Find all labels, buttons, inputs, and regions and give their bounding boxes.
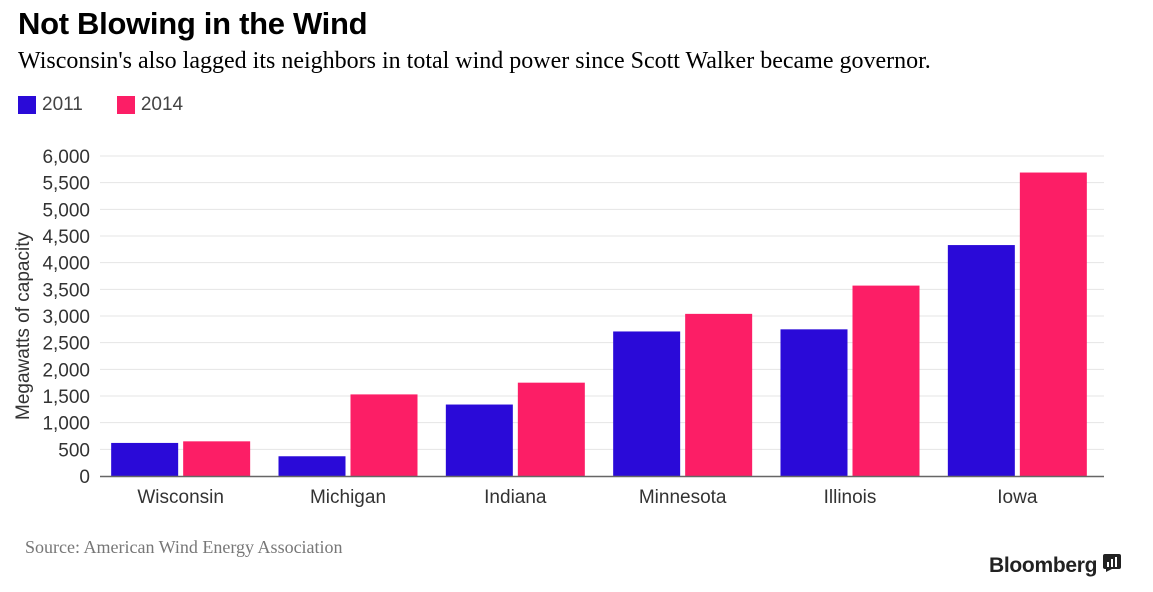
- y-tick-label: 1,000: [42, 414, 90, 435]
- y-tick-label: 6,000: [42, 147, 90, 168]
- y-tick-label: 3,500: [42, 280, 90, 301]
- x-tick-label: Indiana: [484, 487, 547, 508]
- x-tick-label: Illinois: [824, 487, 877, 508]
- bar-2014-wisconsin: [183, 441, 251, 476]
- y-tick-label: 0: [79, 467, 90, 488]
- y-axis-label: Megawatts of capacity: [13, 232, 34, 420]
- x-tick-label: Michigan: [310, 487, 386, 508]
- x-tick-label: Iowa: [997, 487, 1038, 508]
- legend-label-2014: 2014: [140, 94, 184, 115]
- bar-2011-iowa: [947, 245, 1015, 476]
- y-tick-label: 5,000: [42, 200, 90, 221]
- chart-subtitle: Wisconsin's also lagged its neighbors in…: [18, 48, 931, 74]
- y-tick-label: 4,500: [42, 227, 90, 248]
- legend-label-2011: 2011: [42, 94, 83, 115]
- x-tick-label: Wisconsin: [137, 487, 224, 508]
- bar-2011-illinois: [780, 329, 848, 476]
- bloomberg-terminal-icon: [1103, 554, 1122, 578]
- legend-swatch-2014: [116, 96, 135, 114]
- y-tick-label: 3,000: [42, 307, 90, 328]
- bar-2011-michigan: [278, 456, 346, 476]
- y-tick-label: 5,500: [42, 174, 90, 195]
- bar-2014-indiana: [517, 382, 585, 476]
- bar-2014-minnesota: [685, 313, 753, 476]
- y-tick-label: 4,000: [42, 254, 90, 275]
- legend-item-2014: 2014: [116, 94, 184, 116]
- y-tick-label: 1,500: [42, 387, 90, 408]
- bar-2014-michigan: [350, 394, 418, 476]
- legend: 2011 2014: [18, 94, 217, 116]
- y-tick-label: 2,500: [42, 334, 90, 355]
- source-note: Source: American Wind Energy Association: [25, 537, 343, 557]
- y-tick-label: 2,000: [42, 360, 90, 381]
- legend-swatch-2011: [18, 96, 36, 114]
- bar-2011-indiana: [445, 404, 513, 476]
- chart-title: Not Blowing in the Wind: [18, 6, 368, 41]
- y-tick-label: 500: [58, 440, 90, 461]
- bar-2011-wisconsin: [111, 442, 179, 476]
- brand-name: Bloomberg: [989, 554, 1098, 577]
- bar-2014-iowa: [1019, 172, 1087, 477]
- bar-2011-minnesota: [613, 331, 681, 476]
- brand-logo: Bloomberg: [989, 554, 1122, 578]
- bar-2014-illinois: [852, 285, 920, 476]
- x-tick-label: Minnesota: [639, 487, 727, 508]
- legend-item-2011: 2011: [18, 94, 83, 116]
